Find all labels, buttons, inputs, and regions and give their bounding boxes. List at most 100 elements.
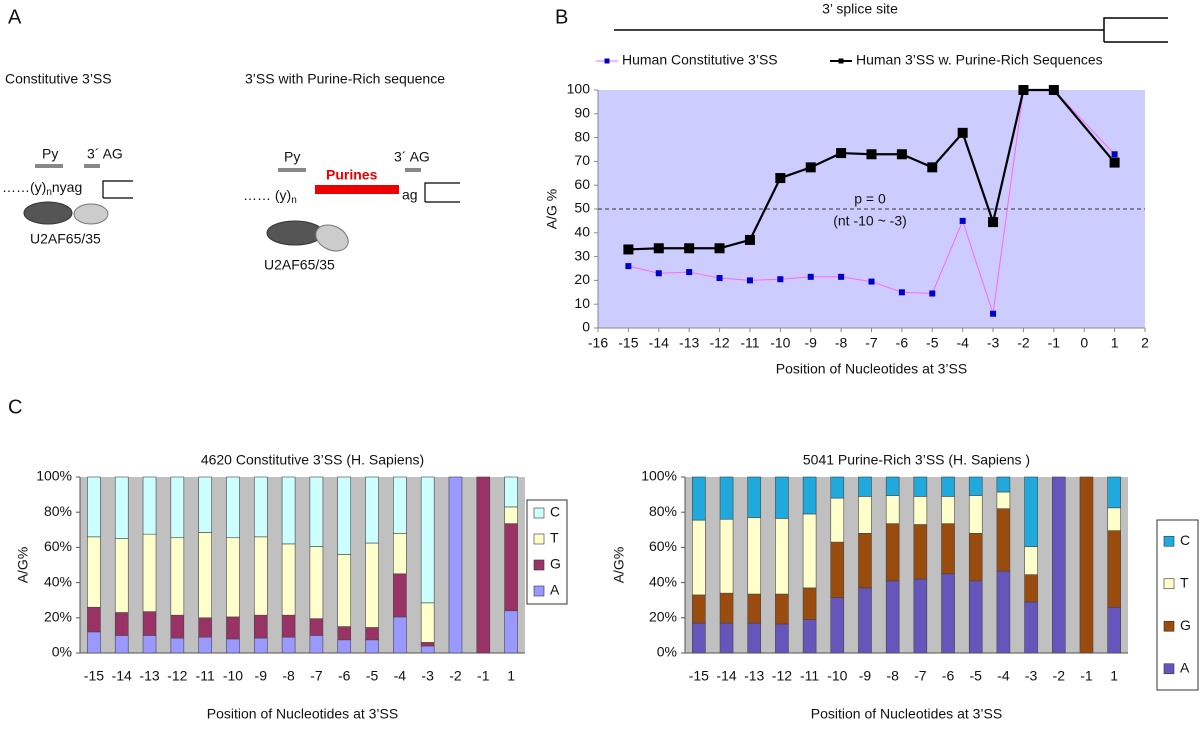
bar-segment bbox=[1107, 606, 1121, 654]
u2af35 bbox=[315, 224, 349, 252]
x-axis-title: Position of Nucleotides at 3’SS bbox=[811, 706, 1002, 722]
marker bbox=[653, 243, 664, 254]
legend-label: C bbox=[550, 504, 560, 520]
bar-segment bbox=[309, 618, 324, 636]
x-tick-label: -7 bbox=[865, 335, 878, 351]
legend-label: Human Constitutive 3’SS bbox=[622, 52, 778, 68]
bar-segment bbox=[747, 476, 762, 518]
y-tick-label: 0% bbox=[52, 644, 72, 660]
bar-segment bbox=[87, 476, 101, 538]
y-tick-label: 60% bbox=[649, 538, 677, 554]
y-tick-label: 100% bbox=[36, 468, 72, 484]
panel-label: A bbox=[8, 6, 22, 28]
py-bar bbox=[278, 168, 306, 172]
bar-segment bbox=[830, 597, 845, 654]
marker bbox=[1048, 85, 1059, 95]
ag-label: 3´ AG bbox=[87, 146, 123, 162]
bar-segment bbox=[198, 532, 212, 619]
y-tick-label: 20% bbox=[649, 609, 677, 625]
y-axis-title: A/G% bbox=[15, 547, 31, 584]
factor-label: U2AF65/35 bbox=[264, 257, 335, 273]
bar-segment bbox=[1079, 476, 1094, 654]
y-tick-label: 40% bbox=[649, 573, 677, 589]
bar-segment bbox=[1024, 546, 1038, 575]
marker bbox=[623, 244, 634, 255]
marker bbox=[927, 162, 938, 173]
marker bbox=[746, 277, 753, 284]
y-tick-label: 20 bbox=[574, 271, 590, 287]
bar-segment bbox=[281, 476, 296, 545]
bar-segment bbox=[692, 476, 706, 521]
marker bbox=[805, 162, 816, 173]
x-tick-label: -14 bbox=[112, 668, 132, 684]
marker bbox=[1111, 151, 1118, 158]
marker bbox=[896, 149, 907, 160]
bar-segment bbox=[337, 476, 352, 555]
x-tick-label: -9 bbox=[804, 335, 817, 351]
panel-label: C bbox=[8, 396, 22, 418]
marker bbox=[838, 273, 845, 280]
marker bbox=[898, 289, 905, 296]
legend-swatch bbox=[533, 507, 545, 519]
x-tick-label: -3 bbox=[421, 668, 434, 684]
exon bbox=[424, 182, 460, 203]
marker bbox=[988, 217, 999, 228]
y-tick-label: 80% bbox=[649, 503, 677, 519]
x-tick-label: -4 bbox=[956, 335, 969, 351]
y-axis-title: A/G % bbox=[544, 189, 560, 229]
diagram: Constitutive 3’SS 3’SS with Purine-Rich … bbox=[2, 71, 460, 273]
bar-segment bbox=[476, 476, 491, 654]
bar-segment bbox=[309, 635, 324, 654]
bar-segment bbox=[114, 612, 129, 636]
strand-sub: n bbox=[291, 195, 297, 206]
x-tick-label: -9 bbox=[255, 668, 268, 684]
u2af65 bbox=[266, 220, 324, 246]
y-tick-label: 30 bbox=[574, 247, 590, 263]
marker bbox=[1018, 85, 1029, 95]
legend-label: C bbox=[1180, 532, 1190, 548]
header-line bbox=[614, 17, 1168, 43]
marker bbox=[777, 276, 784, 283]
bar-segment bbox=[913, 524, 928, 580]
legend-label: G bbox=[550, 556, 561, 572]
diagram-title: Constitutive 3’SS bbox=[5, 71, 112, 87]
bar-segment bbox=[504, 506, 518, 524]
bar-segment bbox=[775, 518, 789, 595]
bar-segment bbox=[775, 476, 789, 519]
bar-segment bbox=[87, 536, 101, 608]
bar-segment bbox=[885, 580, 900, 654]
chart-title: 5041 Purine-Rich 3’SS (H. Sapiens ) bbox=[803, 452, 1030, 468]
y-tick-label: 50 bbox=[574, 200, 590, 216]
py-label: Py bbox=[42, 146, 58, 162]
x-tick-label: -5 bbox=[926, 335, 939, 351]
legend-label: T bbox=[550, 530, 559, 546]
bar-segment bbox=[830, 541, 845, 598]
legend-box bbox=[526, 499, 568, 605]
ag-bar bbox=[405, 168, 421, 172]
x-tick-label: -6 bbox=[942, 668, 955, 684]
u2af35 bbox=[73, 203, 109, 225]
bar-segment bbox=[337, 639, 352, 654]
bar-segment bbox=[281, 614, 296, 638]
py-label: Py bbox=[284, 149, 300, 165]
x-tick-label: -12 bbox=[167, 668, 187, 684]
x-tick-label: -15 bbox=[84, 668, 104, 684]
bar-segment bbox=[504, 523, 518, 612]
bar-segment bbox=[226, 616, 240, 640]
x-axis-title: Position of Nucleotides at 3’SS bbox=[207, 706, 398, 722]
bar-segment bbox=[802, 619, 817, 654]
legend-box bbox=[1156, 519, 1199, 691]
y-tick-label: 60 bbox=[574, 176, 590, 192]
annotation: p = 0 bbox=[854, 191, 886, 207]
x-tick-label: -10 bbox=[770, 335, 790, 351]
bar-segment bbox=[504, 610, 518, 654]
bar-segment bbox=[719, 476, 734, 520]
purines-label: Purines bbox=[326, 167, 378, 183]
marker bbox=[625, 263, 632, 270]
x-tick-label: -7 bbox=[914, 668, 927, 684]
x-tick-label: -12 bbox=[772, 668, 792, 684]
bar-segment bbox=[281, 543, 296, 616]
x-tick-label: -12 bbox=[709, 335, 729, 351]
bar-segment bbox=[226, 638, 240, 654]
